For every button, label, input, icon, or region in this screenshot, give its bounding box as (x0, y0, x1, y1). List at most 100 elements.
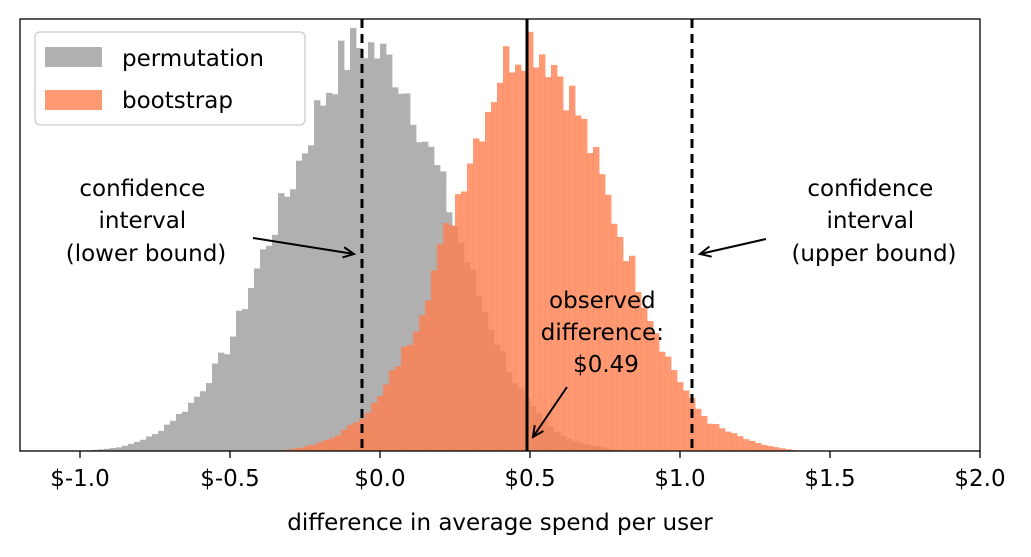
permutation-bar (200, 391, 207, 451)
bootstrap-bar (581, 118, 588, 451)
bootstrap-bar (551, 64, 558, 452)
annotation-observed-text: observed difference: $0.49 (541, 288, 672, 378)
bootstrap-bar (587, 153, 594, 451)
permutation-bar (404, 93, 411, 451)
bootstrap-bar (593, 146, 600, 451)
permutation-bar (320, 105, 327, 451)
annotation-lower-bound: confidence interval (lower bound) (66, 176, 357, 267)
permutation-bar (242, 309, 249, 451)
bootstrap-bar (479, 141, 486, 452)
permutation-bar (416, 142, 423, 451)
bootstrap-bar (329, 437, 336, 451)
bootstrap-bar (725, 431, 732, 451)
permutation-bar (164, 424, 171, 451)
bootstrap-bar (527, 31, 534, 452)
bootstrap-bar (437, 244, 444, 451)
bootstrap-bar (395, 366, 402, 451)
permutation-bar (140, 439, 147, 451)
annotation-observed-arrow (532, 386, 568, 438)
annotation-upper-arrow (699, 238, 767, 255)
permutation-bar (272, 234, 279, 451)
annotation-upper-bound: confidence interval (upper bound) (697, 176, 957, 267)
permutation-bar (110, 448, 117, 451)
bootstrap-bar (389, 370, 396, 451)
permutation-bar (296, 160, 303, 452)
bootstrap-bar (515, 64, 522, 452)
x-tick-label: $1.5 (804, 466, 855, 492)
bootstrap-bar (473, 138, 480, 451)
permutation-bar (218, 352, 225, 451)
permutation-bar (392, 87, 399, 452)
bootstrap-bar (365, 412, 372, 451)
permutation-bar (380, 43, 387, 451)
permutation-bar (410, 124, 417, 452)
x-tick-label: $1.0 (654, 466, 705, 492)
bootstrap-bar (611, 223, 618, 451)
bootstrap-bar (665, 356, 672, 451)
permutation-bar (326, 92, 333, 451)
bootstrap-bar (767, 446, 774, 451)
bootstrap-bar (629, 255, 636, 451)
bootstrap-bar (413, 331, 420, 451)
bootstrap-bar (347, 424, 354, 451)
bootstrap-bar (497, 82, 504, 451)
plot-frame (19, 18, 981, 452)
permutation-bar (158, 430, 165, 451)
bootstrap-bar (683, 390, 690, 451)
x-axis-label: difference in average spend per user (287, 510, 713, 536)
legend-box (34, 31, 306, 126)
bootstrap-bar (383, 384, 390, 451)
permutation-bar (104, 448, 111, 451)
bootstrap-bar (575, 115, 582, 451)
bootstrap-bar (713, 424, 720, 451)
bootstrap-bar (521, 70, 528, 452)
permutation-bar (182, 411, 189, 451)
permutation-bar (188, 402, 195, 451)
legend-label-bootstrap: bootstrap (122, 88, 233, 114)
permutation-bar (284, 196, 291, 451)
bootstrap-bar (461, 191, 468, 451)
bootstrap-bar (647, 321, 654, 451)
legend-label-permutation: permutation (122, 46, 264, 72)
permutation-bar (338, 40, 345, 452)
x-tick-label: $0.5 (504, 466, 555, 492)
bootstrap-bar (431, 270, 438, 451)
permutation-bar (224, 354, 231, 451)
bootstrap-bar (701, 415, 708, 451)
bootstrap-bar (677, 382, 684, 451)
permutation-bar (386, 54, 393, 452)
bootstrap-bar (557, 76, 564, 451)
bootstrap-bar (659, 351, 666, 451)
bootstrap-bar (539, 54, 546, 451)
annotation-lower-arrow (252, 237, 355, 255)
bootstrap-bar (449, 225, 456, 451)
bootstrap-bar (707, 423, 714, 451)
bootstrap-bar (731, 433, 738, 451)
bootstrap-bar (737, 436, 744, 451)
permutation-bar (350, 28, 357, 452)
permutation-bar (128, 443, 135, 451)
permutation-bar (278, 193, 285, 451)
permutation-bar (122, 445, 129, 451)
permutation-bar (356, 48, 363, 451)
permutation-bar (248, 288, 255, 451)
bootstrap-bar (785, 449, 792, 451)
bootstrap-bar (779, 448, 786, 451)
bootstrap-bar (569, 85, 576, 452)
permutation-bar (176, 413, 183, 451)
bootstrap-bar (653, 333, 660, 451)
permutation-bar (344, 69, 351, 451)
bootstrap-bar (323, 440, 330, 451)
permutation-bar (146, 436, 153, 451)
x-tick-label: $-1.0 (50, 466, 110, 492)
permutation-bar (152, 434, 159, 451)
permutation-bar (212, 363, 219, 451)
permutation-bar (230, 336, 237, 451)
bootstrap-bar (617, 236, 624, 451)
annotation-observed-arrowhead (531, 424, 544, 439)
bootstrap-bar (317, 442, 324, 451)
bootstrap-bar (371, 402, 378, 451)
bootstrap-bar (443, 223, 450, 451)
permutation-bar (206, 383, 213, 451)
